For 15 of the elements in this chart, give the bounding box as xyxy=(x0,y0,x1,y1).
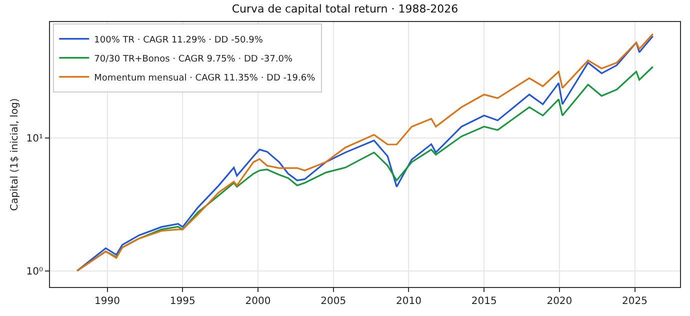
y-tick-label: 10⁰ xyxy=(26,266,43,278)
x-tick-label: 1995 xyxy=(170,296,196,307)
legend-label: 70/30 TR+Bonos · CAGR 9.75% · DD -37.0% xyxy=(94,54,293,64)
x-tick-label: 2010 xyxy=(396,296,422,307)
x-tick-label: 1990 xyxy=(94,296,120,307)
x-tick-label: 2005 xyxy=(320,296,346,307)
x-tick-label: 2025 xyxy=(622,296,648,307)
legend-label: Momentum mensual · CAGR 11.35% · DD -19.6% xyxy=(94,73,316,84)
chart-title: Curva de capital total return · 1988-2026 xyxy=(232,2,458,16)
x-tick-label: 2015 xyxy=(471,296,497,307)
legend-label: 100% TR · CAGR 11.29% · DD -50.9% xyxy=(94,35,264,46)
x-tick-label: 2020 xyxy=(546,296,572,307)
x-tick-label: 2000 xyxy=(245,296,271,307)
y-axis-title: Capital (1$ inicial, log) xyxy=(9,98,20,211)
y-tick-label: 10¹ xyxy=(26,134,43,145)
